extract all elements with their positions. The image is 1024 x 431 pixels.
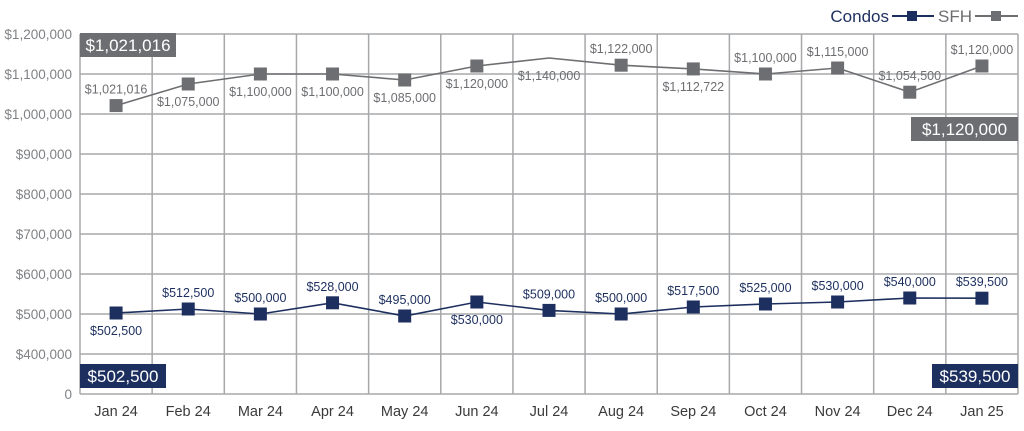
data-label: $1,054,500	[878, 69, 941, 83]
x-tick-label: Mar 24	[238, 404, 283, 420]
callout-condos-first-box	[80, 364, 166, 388]
data-label: $539,500	[956, 275, 1008, 289]
legend-label-sfh: SFH	[938, 7, 972, 26]
data-label: $1,112,722	[662, 80, 724, 94]
grid	[79, 33, 1019, 395]
data-label: $525,000	[739, 281, 791, 295]
data-point	[831, 61, 845, 75]
y-tick-label: $1,100,000	[4, 67, 72, 82]
x-tick-label: Jan 25	[960, 404, 1004, 420]
data-point	[326, 296, 340, 310]
data-point	[975, 59, 989, 73]
data-label: $1,100,000	[734, 51, 797, 65]
legend: Condos SFH	[830, 7, 1018, 26]
data-label: $500,000	[595, 291, 647, 305]
data-point	[253, 307, 267, 321]
data-point	[686, 300, 700, 314]
data-point	[614, 307, 628, 321]
data-point	[758, 297, 772, 311]
data-label: $540,000	[884, 275, 936, 289]
data-label: $1,120,000	[951, 43, 1014, 57]
data-label: $530,000	[812, 279, 864, 293]
x-tick-label: Jul 24	[530, 404, 569, 420]
data-label: $1,140,000	[518, 69, 581, 83]
data-label: $502,500	[90, 324, 142, 338]
x-tick-label: Nov 24	[815, 404, 861, 420]
callout-sfh-last-box	[911, 117, 1018, 141]
data-point	[831, 295, 845, 309]
y-tick-label: $500,000	[16, 307, 72, 322]
data-label: $528,000	[306, 280, 358, 294]
data-label: $1,100,000	[301, 85, 364, 99]
x-axis: Jan 24 Feb 24 Mar 24 Apr 24 May 24 Jun 24 Jul …	[94, 404, 1003, 420]
x-tick-label: Dec 24	[887, 404, 933, 420]
legend-marker-sfh	[991, 11, 1001, 21]
y-tick-label: $1,200,000	[4, 27, 72, 42]
data-label: $530,000	[451, 313, 503, 327]
data-point	[470, 295, 484, 309]
x-tick-label: May 24	[381, 404, 429, 420]
legend-marker-condos	[907, 11, 917, 21]
x-tick-label: Jan 24	[94, 404, 138, 420]
callouts: $1,021,016 $1,120,000 $502,500 $539,500	[80, 33, 1018, 388]
data-label: $512,500	[162, 286, 214, 300]
data-label: $1,021,016	[85, 83, 148, 97]
series-sfh: $1,021,016 $1,075,000 $1,100,000 $1,100,000…	[85, 42, 1014, 113]
data-point	[903, 85, 917, 99]
x-tick-label: Feb 24	[166, 404, 211, 420]
data-point	[903, 291, 917, 305]
data-point	[686, 62, 700, 76]
x-tick-label: Apr 24	[311, 404, 354, 420]
data-point	[758, 67, 772, 81]
data-point	[253, 67, 267, 81]
data-point	[470, 59, 484, 73]
callout-sfh-last: $1,120,000	[922, 120, 1007, 139]
callout-condos-last: $539,500	[940, 367, 1011, 386]
callout-sfh-first: $1,021,016	[85, 36, 170, 55]
y-axis: 0 $400,000 $500,000 $600,000 $700,000 $800,00…	[4, 27, 72, 402]
data-label: $517,500	[667, 284, 719, 298]
legend-label-condos: Condos	[830, 7, 889, 26]
series-layer: $502,500 $512,500 $500,000 $528,000 $495,000…	[85, 42, 1013, 338]
data-label: $1,120,000	[446, 77, 509, 91]
data-label: $495,000	[379, 293, 431, 307]
data-point	[398, 73, 412, 87]
data-point	[975, 291, 989, 305]
y-tick-label: $400,000	[16, 347, 72, 362]
data-label: $500,000	[234, 291, 286, 305]
data-label: $509,000	[523, 287, 575, 301]
callout-condos-last-box	[932, 364, 1018, 388]
data-point	[398, 309, 412, 323]
x-tick-label: Sep 24	[670, 404, 716, 420]
data-point	[181, 302, 195, 316]
y-tick-label: $1,000,000	[4, 107, 72, 122]
y-tick-label: $600,000	[16, 267, 72, 282]
y-tick-label: 0	[64, 387, 72, 402]
x-tick-label: Oct 24	[744, 404, 787, 420]
x-tick-label: Aug 24	[598, 404, 644, 420]
y-tick-label: $700,000	[16, 227, 72, 242]
data-label: $1,100,000	[229, 85, 292, 99]
callout-condos-first: $502,500	[88, 367, 159, 386]
data-point	[181, 77, 195, 91]
data-label: $1,122,000	[590, 42, 653, 56]
callout-sfh-first-box	[80, 33, 176, 57]
data-point	[109, 306, 123, 320]
data-point	[109, 99, 123, 113]
data-point	[326, 67, 340, 81]
x-tick-label: Jun 24	[455, 404, 499, 420]
data-point	[542, 303, 556, 317]
y-tick-label: $800,000	[16, 187, 72, 202]
y-tick-label: $900,000	[16, 147, 72, 162]
data-label: $1,085,000	[373, 91, 436, 105]
data-label: $1,075,000	[157, 95, 220, 109]
data-label: $1,115,000	[807, 45, 869, 59]
series-condos: $502,500 $512,500 $500,000 $528,000 $495,000…	[90, 275, 1008, 338]
data-point	[614, 58, 628, 72]
